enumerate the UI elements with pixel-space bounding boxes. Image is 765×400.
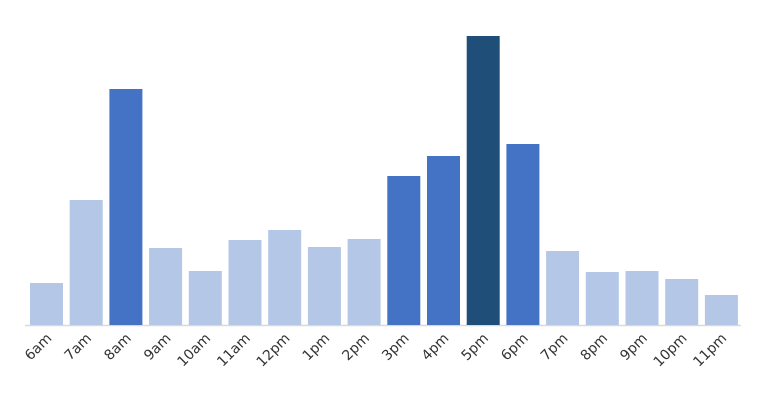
bar [704, 295, 738, 325]
x-tick-label: 7pm [538, 331, 572, 365]
x-tick-label: 4pm [419, 331, 453, 365]
x-tick-label: 10am [175, 331, 215, 371]
bar [625, 271, 659, 325]
x-tick-label: 11am [214, 331, 254, 371]
x-tick-label: 8am [101, 331, 134, 364]
bar [506, 144, 540, 325]
x-tick-label: 9am [141, 331, 174, 364]
x-tick-label: 8pm [578, 331, 612, 365]
x-tick-label: 12pm [254, 331, 294, 371]
bar [268, 230, 302, 325]
x-tick-label: 11pm [690, 331, 730, 371]
bar [109, 89, 143, 325]
bar [149, 248, 183, 325]
x-tick-label: 7am [62, 331, 95, 364]
x-tick-label: 3pm [379, 331, 413, 365]
bar [665, 279, 699, 325]
bar [387, 176, 421, 325]
x-tick-label: 10pm [651, 331, 691, 371]
x-tick-label: 6am [22, 331, 55, 364]
bar [585, 272, 619, 325]
bar [69, 200, 103, 325]
bar [427, 156, 460, 325]
bar [188, 271, 222, 325]
x-tick-label: 1pm [300, 331, 334, 365]
bar [546, 251, 580, 325]
bar [347, 239, 381, 325]
bar [30, 283, 63, 325]
x-tick-label: 6pm [498, 331, 532, 365]
bar [228, 240, 262, 325]
x-tick-label: 2pm [339, 331, 373, 365]
bar [466, 36, 500, 325]
x-tick-label: 9pm [617, 331, 651, 365]
bar [307, 247, 341, 325]
x-tick-label: 5pm [458, 331, 492, 365]
